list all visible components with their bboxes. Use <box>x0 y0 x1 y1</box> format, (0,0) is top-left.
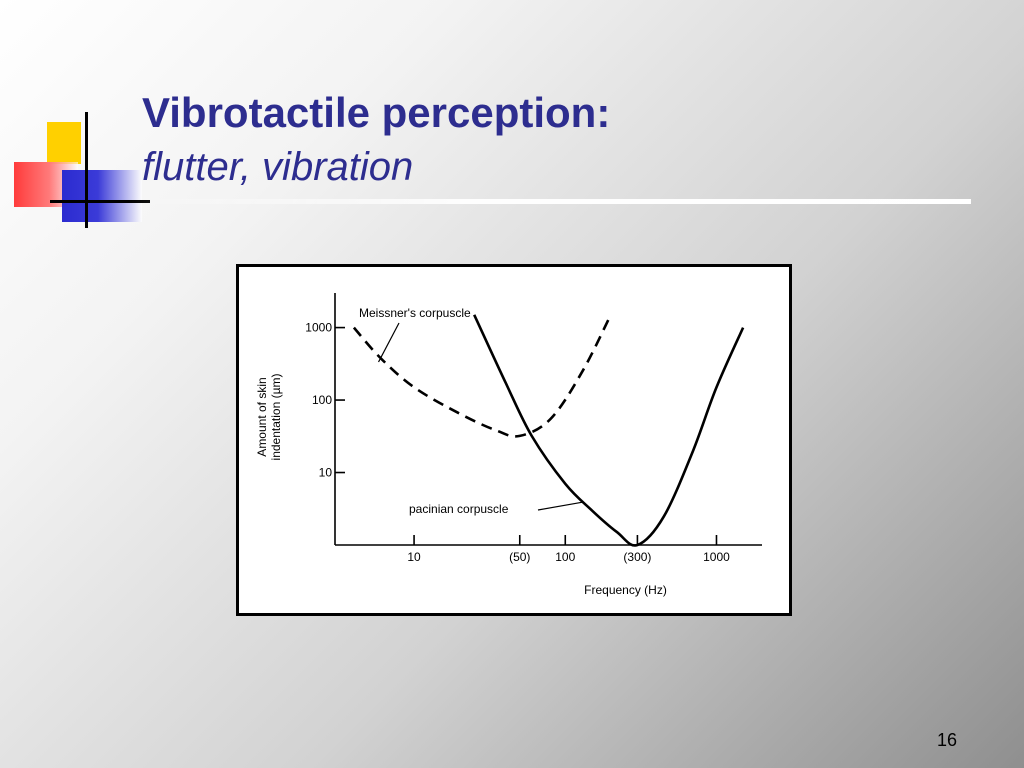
title-underline <box>128 199 971 204</box>
y-tick-label: 10 <box>319 466 333 480</box>
series-label-meissner: Meissner's corpuscle <box>359 306 471 320</box>
y-tick-label: 100 <box>312 393 332 407</box>
logo-horizontal-line <box>50 200 150 203</box>
x-tick-label: 100 <box>555 550 575 564</box>
slide-number: 16 <box>936 730 958 750</box>
x-tick-label: 1000 <box>703 550 730 564</box>
meissner-leader-line <box>377 322 400 363</box>
slide-subtitle: flutter, vibration <box>142 145 414 189</box>
series-line-meissner <box>352 314 612 438</box>
series-line-pacinian <box>473 314 745 547</box>
logo-blue-square <box>62 170 142 222</box>
slide-title: Vibrotactile perception: <box>142 89 611 136</box>
logo-vertical-line <box>85 112 88 228</box>
y-axis-label-line2: indentation (µm) <box>269 374 283 461</box>
y-axis-label-line1: Amount of skin <box>255 377 269 456</box>
decorative-logo <box>0 0 160 240</box>
x-tick-label: 10 <box>407 550 421 564</box>
x-tick-label: (300) <box>623 550 651 564</box>
logo-yellow-square <box>47 122 81 164</box>
chart-figure: 10 100 1000 10 (50) 100 (300) 1000 Frequency (Hz… <box>236 264 792 616</box>
pacinian-leader-line <box>537 501 583 511</box>
x-tick-label: (50) <box>509 550 530 564</box>
frequency-threshold-chart: 10 100 1000 10 (50) 100 (300) 1000 Frequency (Hz… <box>255 293 762 597</box>
x-axis-label: Frequency (Hz) <box>584 583 667 597</box>
series-label-pacinian: pacinian corpuscle <box>409 502 509 516</box>
y-tick-label: 1000 <box>305 321 332 335</box>
